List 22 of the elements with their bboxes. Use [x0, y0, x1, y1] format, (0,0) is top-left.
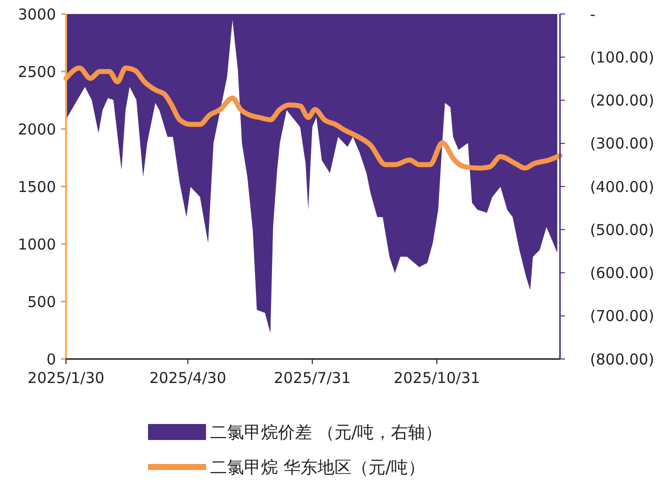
y-tick-label: 1500 [18, 178, 56, 196]
y2-tick-label: (600.00) [590, 264, 654, 282]
y2-tick-label: (200.00) [590, 92, 654, 110]
y2-tick-label: - [590, 5, 596, 24]
y-tick-label: 3000 [18, 5, 56, 24]
y-tick-label: 1000 [18, 235, 56, 254]
legend-label: 二氯甲烷价差 （元/吨，右轴） [210, 422, 442, 443]
y-tick-label: 500 [27, 292, 56, 311]
x-tick-label: 2025/1/30 [28, 369, 104, 387]
y-tick-label: 0 [46, 350, 56, 368]
y2-tick-label: (400.00) [590, 178, 654, 196]
y2-tick-label: (700.00) [590, 307, 654, 326]
y2-tick-label: (800.00) [590, 350, 654, 368]
x-tick-label: 2025/7/31 [274, 369, 351, 387]
y2-tick-label: (300.00) [590, 134, 654, 153]
legend-label: 二氯甲烷 华东地区（元/吨） [210, 458, 426, 478]
y2-tick-label: (500.00) [590, 220, 654, 239]
y2-tick-label: (100.00) [590, 48, 654, 66]
y-tick-label: 2000 [18, 120, 56, 138]
y-tick-label: 2500 [18, 62, 56, 81]
x-tick-label: 2025/4/30 [149, 369, 226, 387]
x-tick-label: 2025/10/31 [394, 369, 480, 387]
